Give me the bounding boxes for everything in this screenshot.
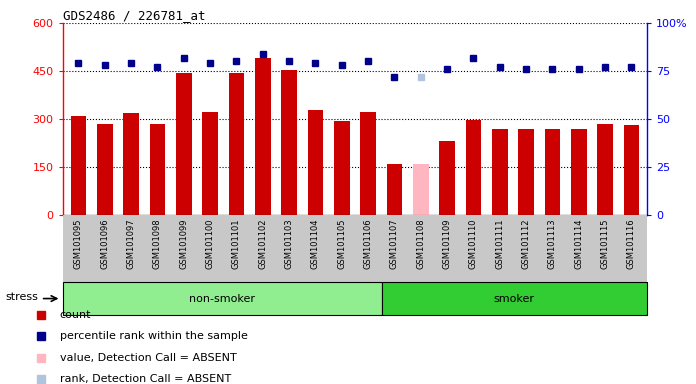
Text: GSM101103: GSM101103 (285, 218, 294, 269)
Text: stress: stress (5, 292, 38, 302)
Text: count: count (60, 310, 91, 320)
Bar (624, 126, 640, 215)
Bar (176, 73, 191, 215)
Text: GSM101104: GSM101104 (311, 218, 320, 269)
Bar (255, 58, 271, 215)
Text: non-smoker: non-smoker (189, 293, 255, 304)
Text: GSM101105: GSM101105 (338, 218, 347, 269)
Text: rank, Detection Call = ABSENT: rank, Detection Call = ABSENT (60, 374, 231, 384)
Bar (361, 112, 376, 215)
Text: smoker: smoker (494, 293, 535, 304)
Bar (597, 124, 613, 215)
Text: GSM101114: GSM101114 (574, 218, 583, 269)
Text: GSM101106: GSM101106 (363, 218, 372, 269)
Bar (492, 129, 507, 215)
Text: GSM101102: GSM101102 (258, 218, 267, 269)
Bar (334, 121, 349, 215)
Text: GSM101098: GSM101098 (153, 218, 162, 269)
Text: GSM101097: GSM101097 (127, 218, 136, 269)
Text: GSM101112: GSM101112 (521, 218, 530, 269)
Text: GSM101108: GSM101108 (416, 218, 425, 269)
Text: GSM101107: GSM101107 (390, 218, 399, 269)
Text: GSM101100: GSM101100 (205, 218, 214, 269)
Bar (150, 124, 166, 215)
Text: GSM101099: GSM101099 (180, 218, 189, 269)
Bar (203, 112, 218, 215)
Bar (281, 70, 297, 215)
Bar (519, 129, 534, 215)
Bar (544, 129, 560, 215)
Text: GSM101095: GSM101095 (74, 218, 83, 269)
Bar (97, 124, 113, 215)
Bar (413, 164, 429, 215)
Bar (381, 282, 647, 315)
Text: GSM101109: GSM101109 (443, 218, 452, 269)
Text: GSM101115: GSM101115 (601, 218, 610, 269)
Text: GSM101101: GSM101101 (232, 218, 241, 269)
Bar (123, 113, 139, 215)
Text: GDS2486 / 226781_at: GDS2486 / 226781_at (63, 9, 205, 22)
Text: GSM101096: GSM101096 (100, 218, 109, 269)
Text: GSM101113: GSM101113 (548, 218, 557, 269)
Text: GSM101116: GSM101116 (627, 218, 636, 269)
Text: percentile rank within the sample: percentile rank within the sample (60, 331, 248, 341)
Bar (439, 141, 455, 215)
Text: GSM101111: GSM101111 (496, 218, 505, 269)
Bar (386, 164, 402, 215)
Bar (63, 282, 381, 315)
Bar (571, 129, 587, 215)
Text: value, Detection Call = ABSENT: value, Detection Call = ABSENT (60, 353, 237, 363)
Bar (70, 116, 86, 215)
Bar (308, 110, 324, 215)
Bar (228, 73, 244, 215)
Bar (466, 120, 482, 215)
Text: GSM101110: GSM101110 (469, 218, 478, 269)
